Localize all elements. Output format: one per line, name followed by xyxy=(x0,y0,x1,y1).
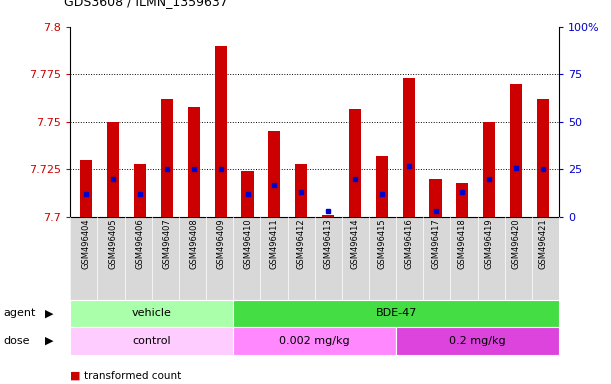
Bar xyxy=(403,78,415,217)
Bar xyxy=(107,122,119,217)
Bar xyxy=(322,215,334,217)
Text: GDS3608 / ILMN_1359637: GDS3608 / ILMN_1359637 xyxy=(64,0,228,8)
Text: BDE-47: BDE-47 xyxy=(375,308,417,318)
Bar xyxy=(456,183,469,217)
Text: vehicle: vehicle xyxy=(132,308,172,318)
Bar xyxy=(268,131,280,217)
Text: ▶: ▶ xyxy=(45,308,53,318)
Text: dose: dose xyxy=(3,336,29,346)
Bar xyxy=(349,109,361,217)
Bar xyxy=(483,122,496,217)
Bar xyxy=(80,160,92,217)
Text: agent: agent xyxy=(3,308,35,318)
Bar xyxy=(188,107,200,217)
Bar xyxy=(376,156,388,217)
Bar xyxy=(241,171,254,217)
Bar xyxy=(295,164,307,217)
Text: control: control xyxy=(133,336,171,346)
Text: transformed count: transformed count xyxy=(84,371,181,381)
Text: 0.002 mg/kg: 0.002 mg/kg xyxy=(279,336,350,346)
Bar xyxy=(537,99,549,217)
Bar xyxy=(214,46,227,217)
Text: 0.2 mg/kg: 0.2 mg/kg xyxy=(449,336,506,346)
Text: ■: ■ xyxy=(70,371,81,381)
Bar xyxy=(161,99,173,217)
Bar xyxy=(510,84,522,217)
Bar xyxy=(134,164,146,217)
Text: ▶: ▶ xyxy=(45,336,53,346)
Bar xyxy=(430,179,442,217)
